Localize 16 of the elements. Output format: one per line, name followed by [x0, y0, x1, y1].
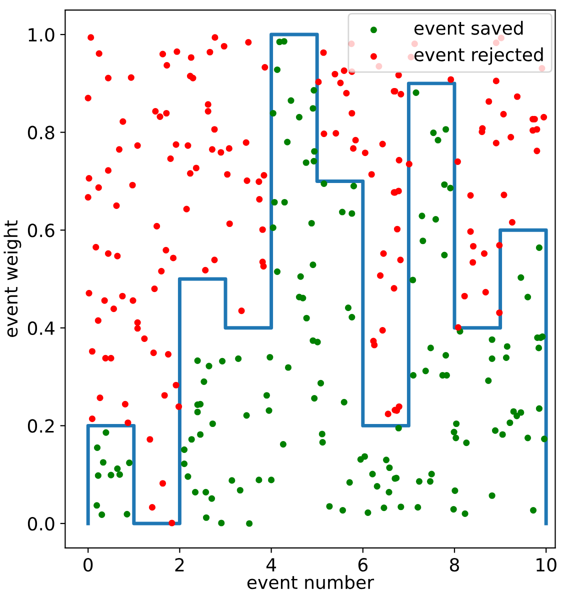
x-axis-title: event number	[247, 575, 374, 590]
x-tick-label: 8	[450, 558, 460, 572]
y-tick-label: 0.2	[28, 419, 54, 433]
y-tick-label: 0.0	[28, 516, 54, 531]
legend-label: event saved	[414, 20, 523, 35]
x-tick-label: 4	[266, 558, 276, 572]
y-tick-label: 0.6	[28, 224, 54, 238]
x-tick-label: 0	[84, 558, 93, 572]
y-tick-label: 0.8	[28, 126, 54, 140]
y-tick-label: 1.0	[28, 28, 54, 42]
x-tick-label: 2	[175, 558, 184, 572]
y-axis-title: event weight	[4, 220, 22, 338]
y-tick-label: 0.4	[28, 321, 54, 336]
x-tick-label: 6	[358, 558, 368, 572]
legend-label: event rejected	[414, 47, 543, 65]
x-tick-label: 10	[536, 558, 556, 572]
